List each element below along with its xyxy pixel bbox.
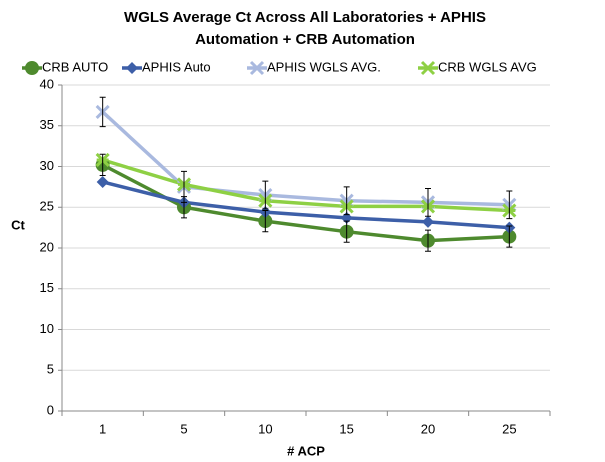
y-tick-label: 40 xyxy=(40,76,54,91)
error-bar xyxy=(506,225,513,248)
y-axis-label: Ct xyxy=(11,217,25,232)
error-bar xyxy=(262,210,269,233)
chart-title: Automation + CRB Automation xyxy=(195,31,415,48)
x-tick-label: 5 xyxy=(180,421,187,436)
marker xyxy=(420,60,436,76)
y-tick-label: 0 xyxy=(47,402,54,417)
marker xyxy=(249,60,265,76)
marker-shape xyxy=(96,175,109,188)
error-bar xyxy=(262,180,269,210)
chart-title: WGLS Average Ct Across All Laboratories … xyxy=(124,9,486,26)
x-axis-label: # ACP xyxy=(287,443,325,458)
error-bar xyxy=(343,220,350,243)
marker-shape xyxy=(25,61,39,75)
marker-shape xyxy=(422,215,434,228)
marker-shape xyxy=(249,60,265,76)
legend-label: CRB AUTO xyxy=(42,59,108,74)
marker xyxy=(126,62,138,74)
y-tick-label: 30 xyxy=(40,158,54,173)
error-bar xyxy=(181,170,187,203)
error-bar xyxy=(425,229,431,252)
series-line xyxy=(101,110,510,207)
marker xyxy=(422,215,434,228)
x-tick-label: 20 xyxy=(421,421,435,436)
error-bar xyxy=(506,190,513,220)
x-tick-label: 25 xyxy=(502,421,516,436)
legend-label: APHIS Auto xyxy=(142,59,211,74)
error-bar xyxy=(425,188,431,217)
marker-shape xyxy=(420,60,436,76)
error-bar xyxy=(99,153,106,176)
marker xyxy=(96,175,109,188)
y-tick-label: 20 xyxy=(40,239,54,254)
x-tick-label: 1 xyxy=(99,421,106,436)
marker-shape xyxy=(126,62,138,74)
y-tick-label: 35 xyxy=(40,117,54,132)
error-bar xyxy=(99,96,106,128)
legend-label: CRB WGLS AVG xyxy=(438,59,537,74)
y-tick-label: 15 xyxy=(40,280,54,295)
x-tick-label: 10 xyxy=(258,421,272,436)
y-tick-label: 10 xyxy=(40,321,54,336)
marker xyxy=(25,61,39,75)
series-line xyxy=(102,180,510,230)
error-bar xyxy=(343,186,350,216)
y-tick-label: 5 xyxy=(47,362,54,377)
legend-label: APHIS WGLS AVG. xyxy=(267,59,381,74)
series-line xyxy=(102,158,510,213)
x-tick-label: 15 xyxy=(339,421,353,436)
y-tick-label: 25 xyxy=(40,199,54,214)
